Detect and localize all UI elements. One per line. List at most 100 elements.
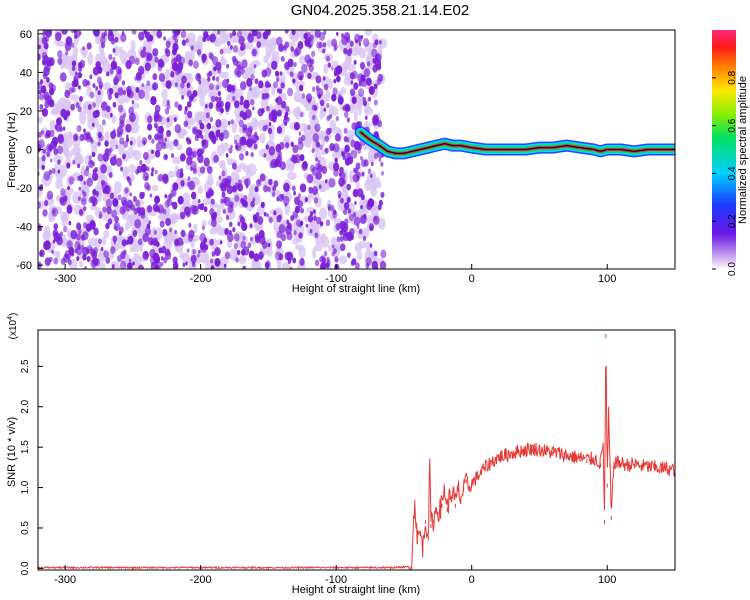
noise-blob <box>117 194 122 201</box>
noise-blob <box>220 198 224 204</box>
noise-blob-light <box>167 170 175 178</box>
noise-blob <box>331 66 334 71</box>
noise-blob <box>135 199 141 207</box>
noise-blob-light <box>87 52 94 66</box>
noise-blob <box>92 188 97 196</box>
noise-blob <box>242 123 248 131</box>
noise-blob <box>217 129 221 134</box>
noise-blob <box>122 207 127 213</box>
noise-blob <box>353 82 359 90</box>
noise-blob <box>179 153 186 162</box>
noise-blob <box>343 127 348 134</box>
noise-blob <box>278 214 283 221</box>
noise-blob <box>143 151 149 161</box>
spectrogram-noise <box>38 30 388 269</box>
noise-blob <box>284 113 288 118</box>
noise-blob <box>203 157 210 167</box>
noise-blob <box>38 131 42 138</box>
noise-blob <box>151 138 155 144</box>
noise-blob <box>250 200 255 208</box>
noise-blob <box>356 175 360 181</box>
noise-blob <box>146 80 151 87</box>
noise-blob <box>339 229 343 236</box>
noise-blob <box>280 55 285 62</box>
noise-blob-light <box>246 89 252 103</box>
noise-blob <box>318 184 322 189</box>
noise-blob <box>70 229 78 240</box>
noise-blob <box>177 195 184 205</box>
noise-blob <box>105 198 113 209</box>
noise-blob-light <box>151 30 157 38</box>
noise-blob <box>78 228 82 235</box>
noise-blob <box>185 261 188 266</box>
y-tick-label: 0 <box>26 145 32 157</box>
noise-blob <box>292 156 298 164</box>
noise-blob-light <box>138 243 143 253</box>
noise-blob <box>275 97 279 103</box>
noise-blob-light <box>127 146 134 159</box>
noise-blob <box>206 122 212 130</box>
noise-blob <box>273 210 277 216</box>
noise-blob <box>172 201 178 210</box>
noise-blob <box>358 81 362 87</box>
noise-blob <box>239 136 246 146</box>
noise-blob <box>297 41 304 50</box>
noise-blob-light <box>214 37 222 48</box>
noise-blob-light <box>124 221 130 231</box>
noise-blob <box>197 198 201 204</box>
noise-blob-light <box>219 30 224 38</box>
noise-blob <box>344 231 349 238</box>
noise-blob <box>180 229 186 238</box>
noise-blob <box>135 72 142 81</box>
noise-blob <box>158 72 166 83</box>
snr-x-label: Height of straight line (km) <box>292 584 420 596</box>
noise-blob <box>191 261 196 268</box>
noise-blob-light <box>223 33 229 44</box>
noise-blob <box>321 255 325 261</box>
noise-blob <box>135 86 140 93</box>
noise-blob <box>164 137 167 142</box>
noise-blob <box>311 148 315 154</box>
noise-blob-light <box>172 156 182 165</box>
noise-blob <box>289 266 293 269</box>
noise-blob <box>271 60 278 70</box>
noise-blob <box>160 61 165 68</box>
noise-blob <box>239 99 244 106</box>
noise-blob <box>247 242 252 249</box>
noise-blob <box>53 223 59 230</box>
noise-blob <box>266 213 270 218</box>
noise-blob <box>128 181 132 186</box>
noise-blob-light <box>307 193 312 204</box>
noise-blob-light <box>364 250 373 260</box>
noise-blob <box>111 209 117 218</box>
noise-blob <box>331 93 337 102</box>
noise-blob <box>67 204 72 211</box>
noise-blob-light <box>161 88 168 99</box>
noise-blob-light <box>114 180 122 194</box>
noise-blob <box>129 140 133 146</box>
noise-blob <box>338 93 342 100</box>
noise-blob <box>82 78 88 87</box>
noise-blob <box>358 228 363 235</box>
noise-blob-light <box>117 141 125 156</box>
noise-blob <box>115 157 123 167</box>
noise-blob <box>165 248 171 257</box>
noise-blob <box>250 74 255 81</box>
noise-blob <box>380 161 384 167</box>
noise-blob-light <box>259 132 266 144</box>
noise-blob <box>258 80 264 89</box>
noise-blob <box>141 137 148 145</box>
noise-blob <box>233 100 240 109</box>
noise-blob <box>146 56 150 62</box>
noise-blob <box>272 185 277 192</box>
noise-blob <box>82 231 89 241</box>
noise-blob <box>38 44 41 50</box>
noise-blob-light <box>219 71 229 79</box>
noise-blob <box>234 67 240 76</box>
noise-blob <box>112 76 120 85</box>
noise-blob <box>164 107 170 115</box>
noise-blob <box>102 187 107 194</box>
noise-blob <box>361 171 365 177</box>
noise-blob-light <box>181 252 191 265</box>
noise-blob <box>237 221 241 227</box>
